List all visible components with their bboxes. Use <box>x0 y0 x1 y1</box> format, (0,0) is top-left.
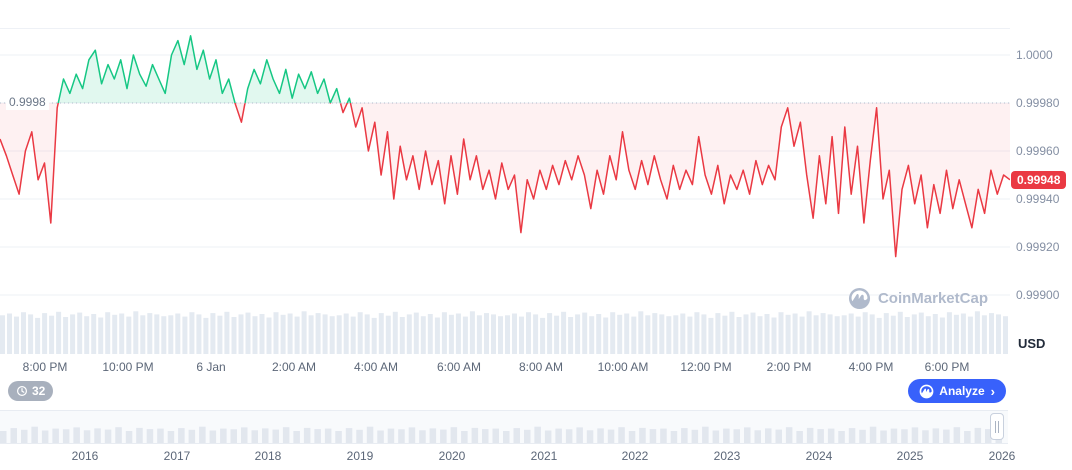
time-axis-label: 2:00 PM <box>766 360 812 374</box>
year-label: 2019 <box>346 449 374 463</box>
chevron-right-icon: › <box>990 383 995 399</box>
time-axis-label: 4:00 PM <box>848 360 894 374</box>
year-label: 2018 <box>254 449 282 463</box>
price-axis-label: 1.0000 <box>1016 48 1053 62</box>
history-count: 32 <box>32 384 46 398</box>
price-chart-area: 0.9998 CoinMarketCap 1.0000 0.99980 0.9996… <box>0 0 1072 376</box>
year-label: 2026 <box>988 449 1016 463</box>
history-clock-icon <box>16 385 28 397</box>
time-axis-label: 8:00 AM <box>518 360 564 374</box>
year-label: 2017 <box>163 449 191 463</box>
coinmarketcap-watermark: CoinMarketCap <box>848 287 988 310</box>
analyze-label: Analyze <box>939 384 985 398</box>
year-label: 2021 <box>530 449 558 463</box>
price-axis-label: 0.99940 <box>1016 192 1060 206</box>
history-count-badge[interactable]: 32 <box>8 381 54 401</box>
time-axis-label: 2:00 AM <box>271 360 317 374</box>
year-label: 2024 <box>805 449 833 463</box>
price-axis-label: 0.99960 <box>1016 144 1060 158</box>
timeline-sparkline <box>0 426 1002 443</box>
timeline-scrubber[interactable] <box>0 410 1008 444</box>
time-axis-label: 12:00 PM <box>680 360 732 374</box>
time-axis-label: 10:00 PM <box>102 360 154 374</box>
year-axis[interactable]: 2016 2017 2018 2019 2020 2021 2022 2023 2024 2025… <box>0 447 1072 465</box>
analyze-button[interactable]: Analyze › <box>908 379 1006 403</box>
watermark-text: CoinMarketCap <box>877 290 988 307</box>
price-axis-label: 0.99900 <box>1016 288 1060 302</box>
top-gridline <box>0 28 1072 29</box>
price-axis-label: 0.99920 <box>1016 240 1060 254</box>
time-axis-label: 6:00 AM <box>436 360 482 374</box>
year-label: 2020 <box>438 449 466 463</box>
time-axis-label: 6 Jan <box>196 360 226 374</box>
year-label: 2022 <box>621 449 649 463</box>
time-axis[interactable]: 8:00 PM 10:00 PM 6 Jan 2:00 AM 4:00 AM 6:00 A… <box>0 358 1010 376</box>
time-axis-label: 6:00 PM <box>924 360 970 374</box>
timeline-right-handle[interactable] <box>990 413 1004 440</box>
time-axis-label: 4:00 AM <box>353 360 399 374</box>
coinmarketcap-logo-icon <box>919 384 934 398</box>
time-axis-label: 10:00 AM <box>597 360 649 374</box>
current-price-badge: 0.99948 <box>1011 170 1067 189</box>
year-label: 2023 <box>713 449 741 463</box>
year-label: 2025 <box>896 449 924 463</box>
currency-label[interactable]: USD <box>1018 336 1046 351</box>
handle-grip <box>998 420 999 433</box>
year-label: 2016 <box>71 449 99 463</box>
time-axis-label: 8:00 PM <box>22 360 68 374</box>
price-chart-canvas[interactable] <box>0 0 1010 356</box>
baseline-price-label: 0.9998 <box>6 94 49 110</box>
handle-grip <box>995 420 996 433</box>
price-axis-label: 0.99980 <box>1016 96 1060 110</box>
coinmarketcap-logo-icon <box>848 287 871 310</box>
chart-toolbar: 32 Analyze › <box>0 378 1072 406</box>
